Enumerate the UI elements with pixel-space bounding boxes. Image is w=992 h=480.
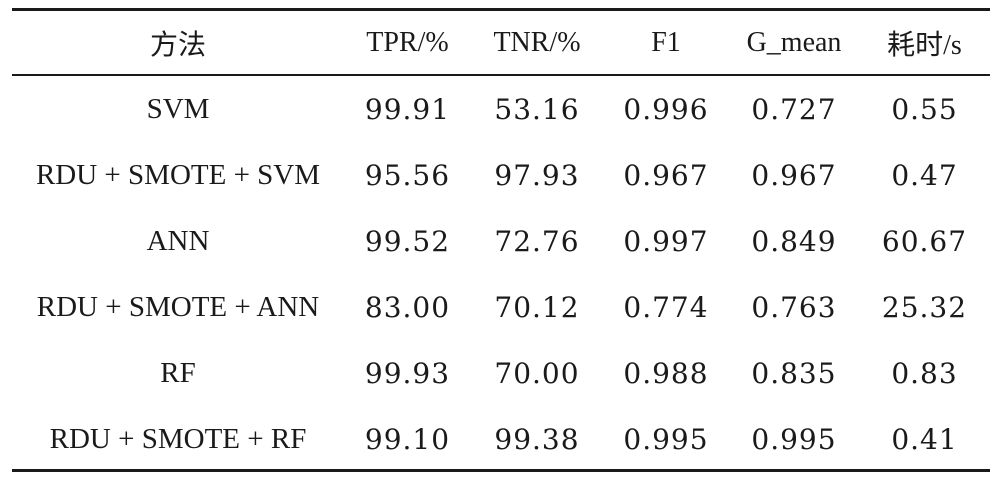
cell-time: 0.47 bbox=[891, 158, 958, 192]
header-time: 耗时/s bbox=[887, 29, 962, 61]
table-row: RF 99.93 70.00 0.988 0.835 0.83 bbox=[12, 340, 990, 406]
cell-method: RDU + SMOTE + ANN bbox=[36, 290, 320, 323]
cell-g-mean: 0.967 bbox=[751, 158, 837, 192]
cell-time: 25.32 bbox=[881, 290, 968, 324]
cell-f1: 0.995 bbox=[623, 422, 709, 456]
results-table: 方法 TPR/% TNR/% F1 G_mean 耗时/s SVM 99.91 … bbox=[12, 11, 990, 472]
header-row: 方法 TPR/% TNR/% F1 G_mean 耗时/s bbox=[12, 11, 990, 74]
cell-g-mean: 0.849 bbox=[751, 224, 837, 258]
cell-tnr: 70.00 bbox=[494, 356, 580, 390]
cell-tpr: 99.91 bbox=[364, 92, 451, 126]
cell-time: 60.67 bbox=[881, 224, 968, 258]
cell-tpr: 99.52 bbox=[364, 224, 451, 258]
table-row: SVM 99.91 53.16 0.996 0.727 0.55 bbox=[12, 74, 990, 142]
cell-method: RDU + SMOTE + SVM bbox=[35, 158, 321, 191]
cell-tpr: 99.93 bbox=[364, 356, 451, 390]
header-tpr: TPR/% bbox=[366, 26, 449, 58]
cell-method: RDU + SMOTE + RF bbox=[49, 422, 307, 455]
cell-f1: 0.996 bbox=[623, 92, 709, 126]
cell-tpr: 95.56 bbox=[364, 158, 451, 192]
cell-method: RF bbox=[160, 356, 196, 389]
cell-tnr: 53.16 bbox=[494, 92, 580, 126]
cell-g-mean: 0.763 bbox=[751, 290, 837, 324]
header-f1: F1 bbox=[651, 26, 681, 58]
cell-method: ANN bbox=[146, 224, 210, 257]
cell-f1: 0.967 bbox=[623, 158, 709, 192]
header-g-mean: G_mean bbox=[746, 26, 842, 58]
table-row: RDU + SMOTE + RF 99.10 99.38 0.995 0.995… bbox=[12, 406, 990, 472]
table-top-rule bbox=[12, 8, 990, 11]
cell-method: SVM bbox=[146, 92, 210, 125]
table-row: ANN 99.52 72.76 0.997 0.849 60.67 bbox=[12, 208, 990, 274]
cell-time: 0.41 bbox=[891, 422, 958, 456]
cell-g-mean: 0.995 bbox=[751, 422, 837, 456]
cell-g-mean: 0.727 bbox=[751, 92, 837, 126]
cell-tnr: 97.93 bbox=[494, 158, 580, 192]
cell-tnr: 99.38 bbox=[494, 422, 580, 456]
cell-f1: 0.997 bbox=[623, 224, 709, 258]
cell-tpr: 83.00 bbox=[364, 290, 451, 324]
table-header: 方法 TPR/% TNR/% F1 G_mean 耗时/s bbox=[12, 11, 990, 74]
cell-time: 0.83 bbox=[891, 356, 958, 390]
cell-tnr: 70.12 bbox=[494, 290, 580, 324]
table-body: SVM 99.91 53.16 0.996 0.727 0.55 RDU + S… bbox=[12, 74, 990, 472]
table-row: RDU + SMOTE + SVM 95.56 97.93 0.967 0.96… bbox=[12, 142, 990, 208]
cell-tnr: 72.76 bbox=[494, 224, 580, 258]
header-tnr: TNR/% bbox=[493, 26, 581, 58]
cell-tpr: 99.10 bbox=[364, 422, 451, 456]
header-method: 方法 bbox=[149, 29, 206, 61]
table-bottom-rule bbox=[12, 469, 990, 472]
table-row: RDU + SMOTE + ANN 83.00 70.12 0.774 0.76… bbox=[12, 274, 990, 340]
cell-time: 0.55 bbox=[891, 92, 958, 126]
table-header-rule bbox=[12, 74, 990, 76]
cell-f1: 0.774 bbox=[623, 290, 709, 324]
cell-g-mean: 0.835 bbox=[751, 356, 837, 390]
cell-f1: 0.988 bbox=[623, 356, 709, 390]
